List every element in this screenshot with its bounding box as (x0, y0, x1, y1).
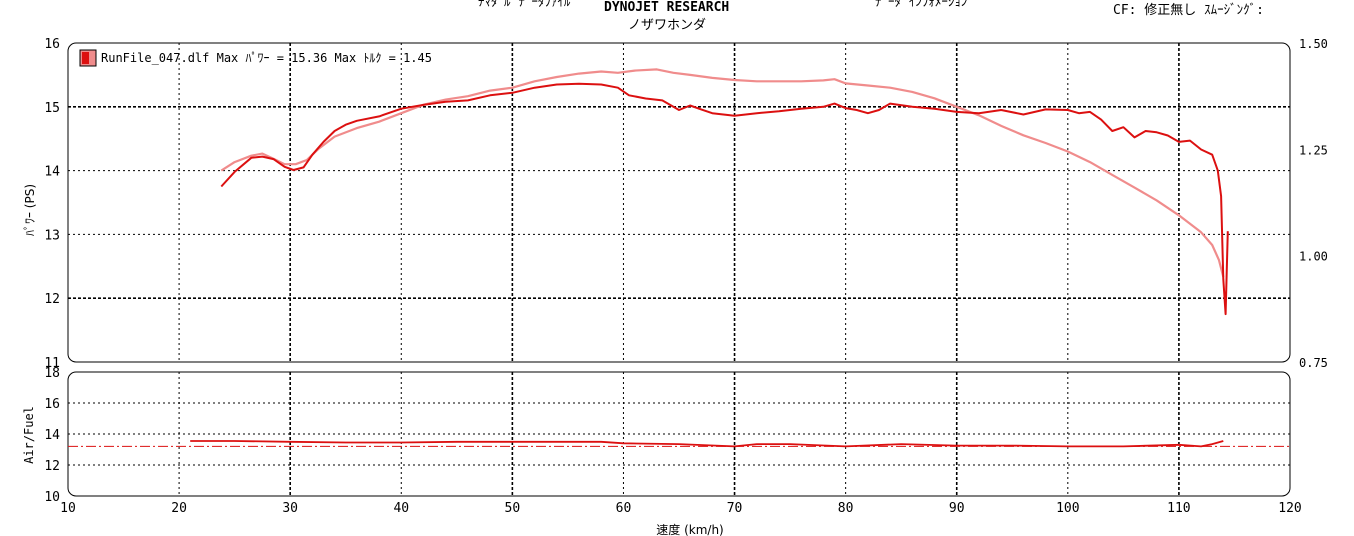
x-tick-label: 50 (505, 501, 521, 516)
x-axis-label: 速度 (km/h) (656, 522, 723, 536)
data-series (68, 68, 1290, 448)
power-plot-frame (67, 42, 1291, 363)
company-title: DYNOJET RESEARCH (604, 0, 730, 15)
x-tick-label: 10 (60, 501, 76, 516)
x-tick-label: 20 (171, 501, 187, 516)
x-tick-label: 80 (838, 501, 854, 516)
x-tick-label: 90 (949, 501, 965, 516)
y-axis-label-power: ﾊﾟﾜｰ (PS) (23, 184, 37, 236)
x-tick-label: 60 (616, 501, 632, 516)
torque-y-tick-label: 1.25 (1299, 143, 1328, 157)
power-y-tick-label: 12 (44, 292, 60, 307)
power-y-tick-label: 16 (44, 37, 60, 52)
top-mid-cut-label: ﾃﾞｰﾀ ｲﾝﾌｫﾒｰｼｮﾝ (875, 0, 968, 10)
correction-label: CF: 修正無し ｽﾑｰｼﾞﾝｸﾞ: (1113, 3, 1264, 18)
legend: RunFile_047.dlf Max ﾊﾟﾜｰ = 15.36 Max ﾄﾙｸ… (79, 49, 432, 67)
legend-text: RunFile_047.dlf Max ﾊﾟﾜｰ = 15.36 Max ﾄﾙｸ… (101, 51, 432, 65)
x-tick-label: 70 (727, 501, 743, 516)
power-line (220, 82, 1229, 316)
legend-swatch-inner (82, 52, 89, 64)
x-tick-label: 40 (393, 501, 409, 516)
torque-y-tick-label: 1.50 (1299, 37, 1328, 51)
afr-y-tick-label: 16 (44, 397, 60, 412)
power-y-tick-label: 13 (44, 228, 60, 243)
power-y-tick-label: 15 (44, 101, 60, 116)
x-tick-label: 30 (282, 501, 298, 516)
power-y-tick-label: 14 (44, 165, 60, 180)
torque-y-tick-label: 1.00 (1299, 250, 1328, 264)
afr-y-tick-label: 10 (44, 490, 60, 505)
shop-title: ノザワホンダ (628, 18, 707, 33)
torque-y-tick-label: 0.75 (1299, 356, 1328, 370)
x-tick-label: 100 (1056, 501, 1079, 516)
grid-lines (68, 43, 1290, 496)
x-tick-label: 120 (1278, 501, 1301, 516)
x-tick-label: 110 (1167, 501, 1190, 516)
afr-y-tick-label: 14 (44, 428, 60, 443)
torque-line (220, 68, 1225, 278)
top-left-cut-label: ﾁﾏﾀﾟﾙ ﾃﾞｰﾀﾌｧｲﾙ (478, 0, 571, 10)
afr-line (190, 440, 1224, 448)
y-axis-label-afr: Air/Fuel (22, 406, 36, 464)
tick-labels: 10 20 30 40 50 60 70 80 90 100 110 120 11 12 13 14 15 16 0… (44, 37, 1328, 516)
afr-y-tick-label: 18 (44, 366, 60, 381)
afr-y-tick-label: 12 (44, 459, 60, 474)
power-y-tick-label: 11 (44, 356, 60, 371)
